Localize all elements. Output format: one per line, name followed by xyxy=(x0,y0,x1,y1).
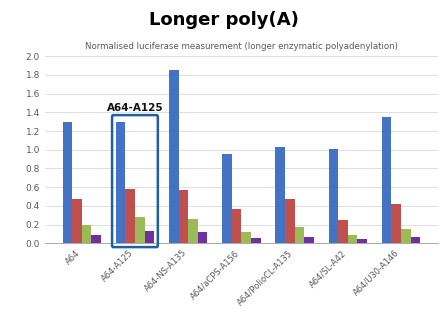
Bar xyxy=(144,231,154,243)
Bar xyxy=(222,154,232,243)
Bar xyxy=(251,238,261,243)
Bar xyxy=(304,237,314,243)
Title: Normalised luciferase measurement (longer enzymatic polyadenylation): Normalised luciferase measurement (longe… xyxy=(85,42,398,51)
Bar xyxy=(392,204,401,243)
Bar xyxy=(82,225,91,243)
Bar xyxy=(295,227,304,243)
Bar xyxy=(241,232,251,243)
Bar xyxy=(91,235,101,243)
Bar xyxy=(72,199,82,243)
Bar xyxy=(169,70,179,243)
Bar xyxy=(401,229,411,243)
Bar xyxy=(232,209,241,243)
Bar xyxy=(329,149,338,243)
Bar xyxy=(411,237,420,243)
Bar xyxy=(135,217,144,243)
Bar xyxy=(125,189,135,243)
Bar xyxy=(275,147,285,243)
Text: A64-A125: A64-A125 xyxy=(107,103,163,113)
Bar xyxy=(63,122,72,243)
Bar xyxy=(179,190,188,243)
Bar xyxy=(358,239,367,243)
Bar xyxy=(198,232,207,243)
Text: Longer poly(A): Longer poly(A) xyxy=(148,11,299,29)
Bar xyxy=(382,117,392,243)
Bar xyxy=(285,199,295,243)
Bar xyxy=(338,220,348,243)
Bar xyxy=(348,235,358,243)
Bar xyxy=(116,122,125,243)
Bar xyxy=(188,219,198,243)
